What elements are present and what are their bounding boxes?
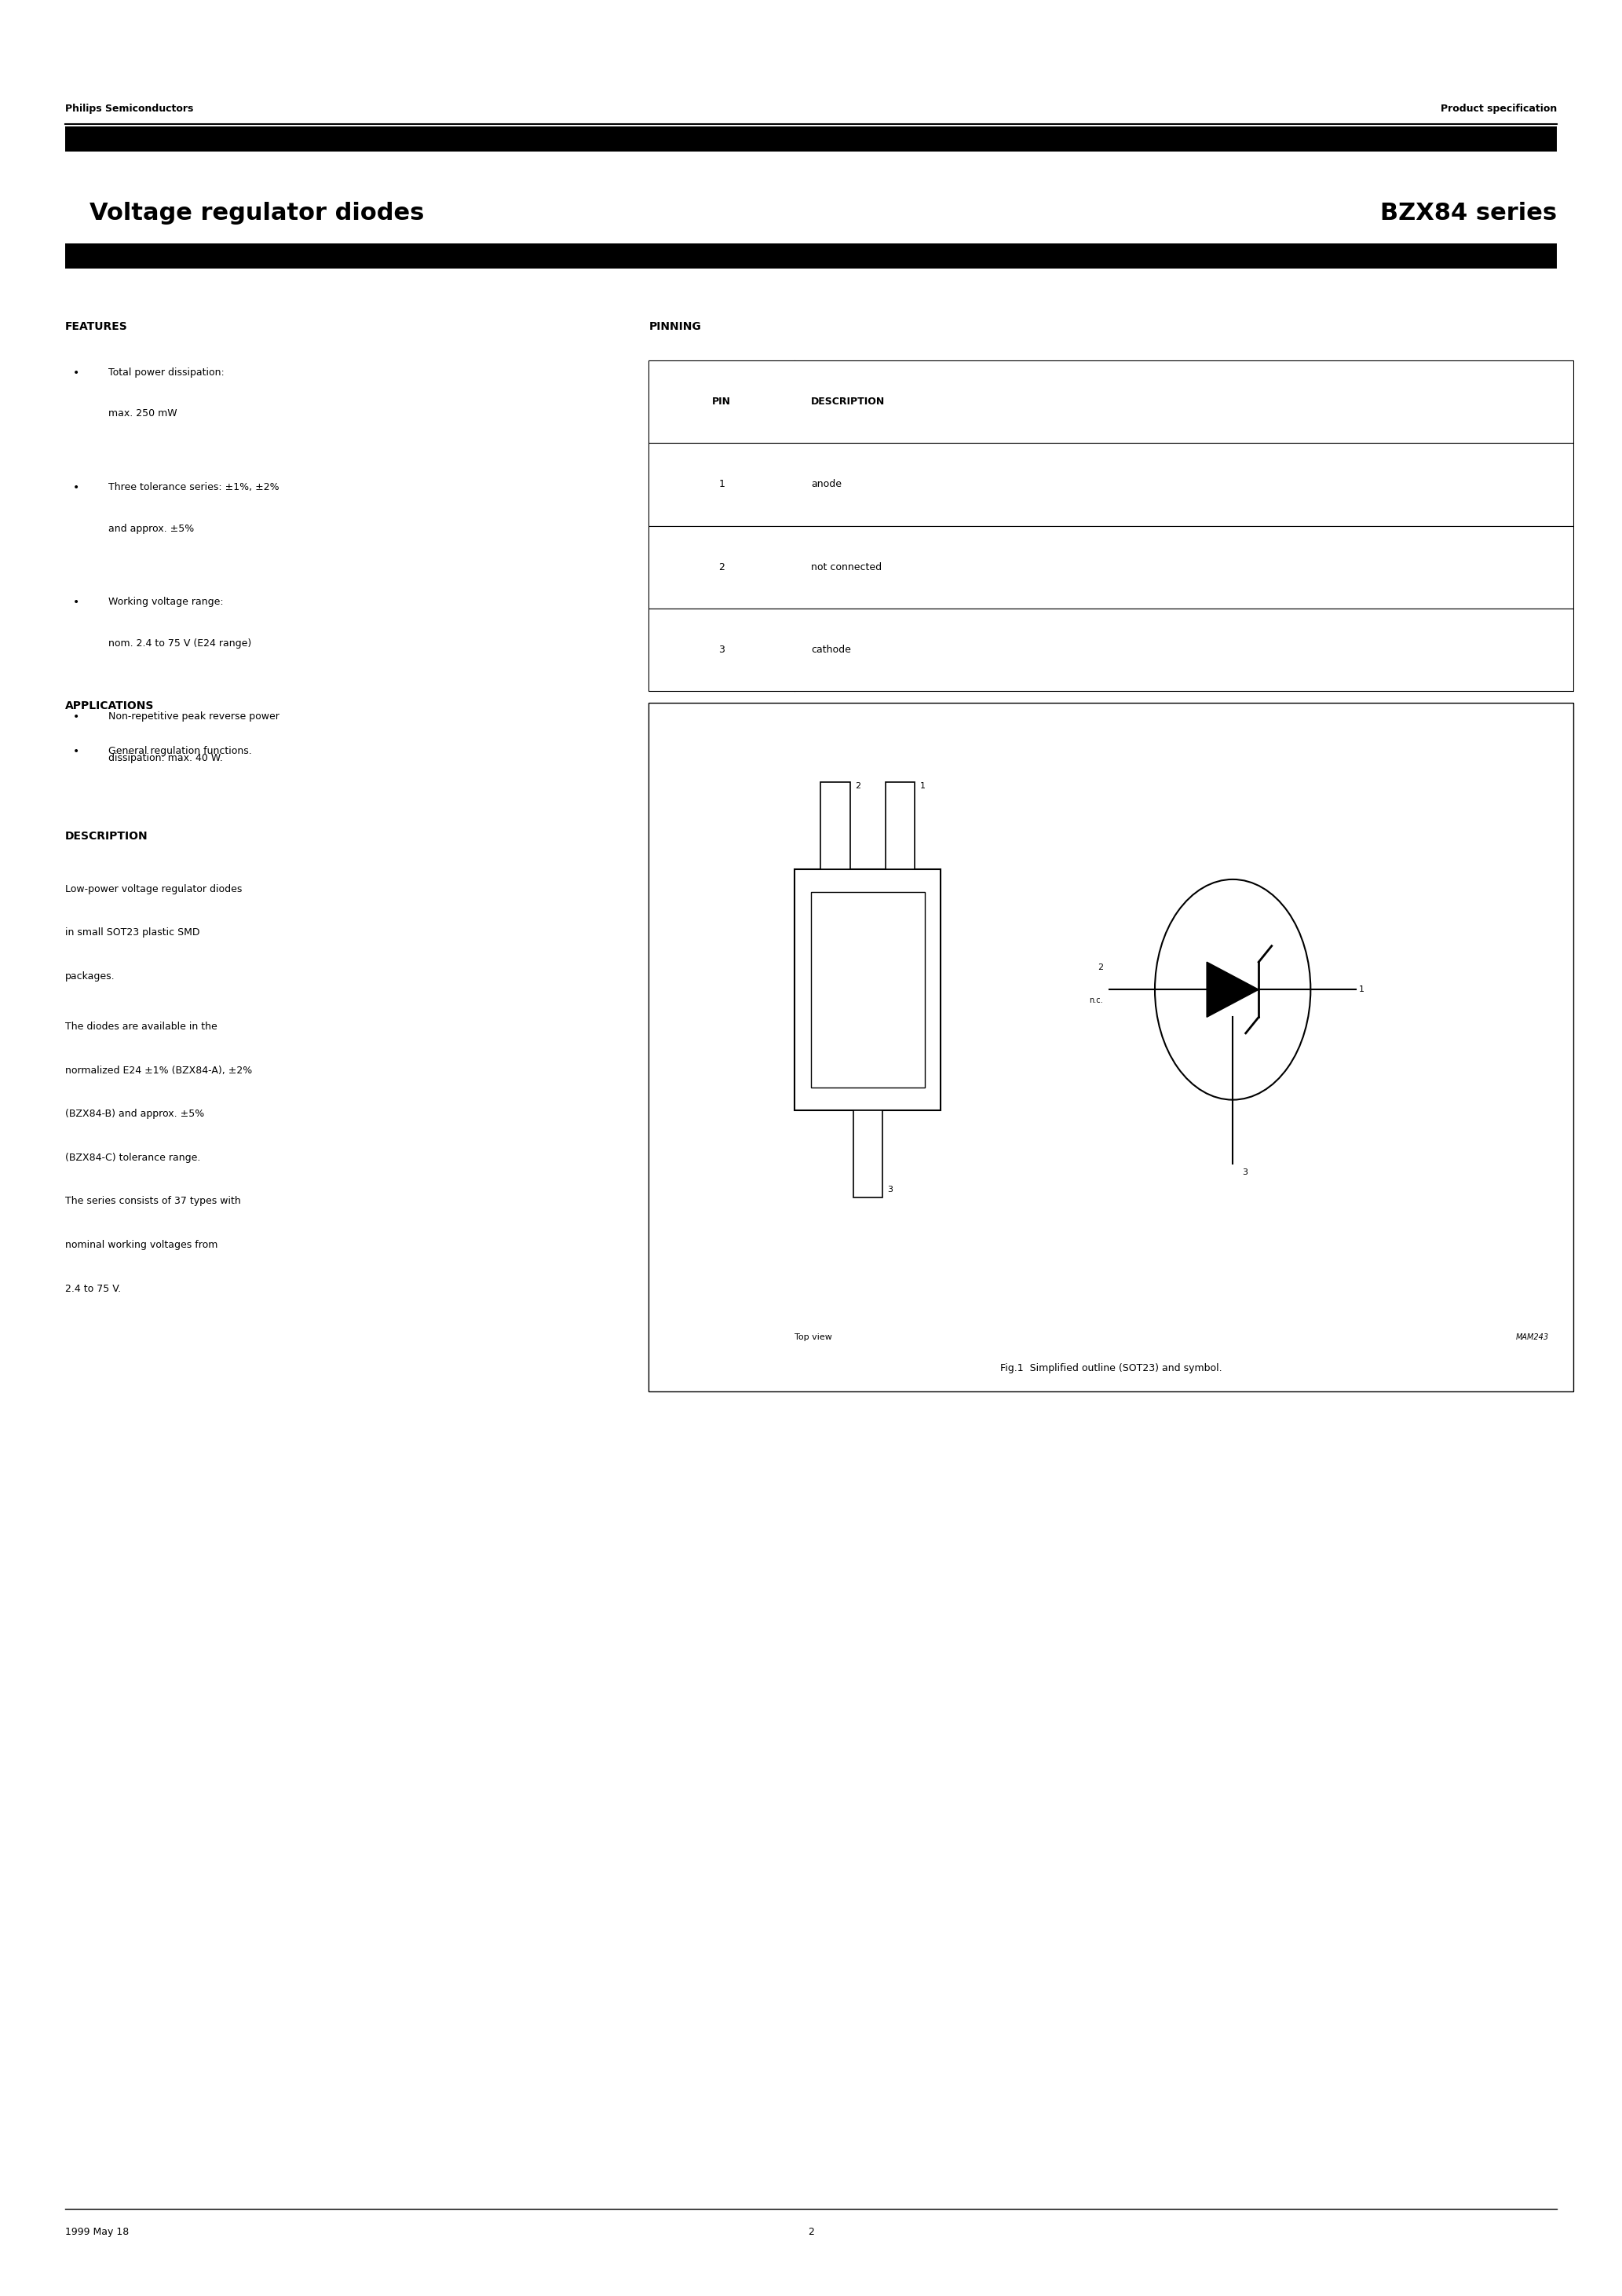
Text: n.c.: n.c. [1088,996,1103,1003]
Text: 1: 1 [1359,985,1364,994]
Bar [795,870,941,1111]
Text: Working voltage range:: Working voltage range: [109,597,224,606]
Bar [649,443,1573,526]
Text: 2: 2 [719,563,725,572]
Text: The series consists of 37 types with: The series consists of 37 types with [65,1196,240,1205]
Text: General regulation functions.: General regulation functions. [109,746,251,755]
Text: (BZX84-B) and approx. ±5%: (BZX84-B) and approx. ±5% [65,1109,204,1118]
Bar [853,1111,882,1199]
Text: 1: 1 [920,781,925,790]
Text: MAM243: MAM243 [1517,1334,1549,1341]
Text: •: • [73,597,79,608]
Text: normalized E24 ±1% (BZX84-A), ±2%: normalized E24 ±1% (BZX84-A), ±2% [65,1065,251,1075]
Bar [821,781,850,870]
Text: 2: 2 [855,781,860,790]
Polygon shape [1207,962,1259,1017]
Text: (BZX84-C) tolerance range.: (BZX84-C) tolerance range. [65,1153,200,1162]
Text: 2: 2 [808,2227,814,2236]
Text: 1: 1 [719,480,725,489]
Text: •: • [73,367,79,379]
Text: cathode: cathode [811,645,852,654]
Bar [649,526,1573,608]
Text: not connected: not connected [811,563,882,572]
Text: anode: anode [811,480,842,489]
Text: Product specification: Product specification [1440,103,1557,113]
Text: Low-power voltage regulator diodes: Low-power voltage regulator diodes [65,884,242,893]
Text: 1999 May 18: 1999 May 18 [65,2227,128,2236]
Text: nominal working voltages from: nominal working voltages from [65,1240,217,1249]
Text: 3: 3 [1242,1169,1247,1176]
Text: Fig.1  Simplified outline (SOT23) and symbol.: Fig.1 Simplified outline (SOT23) and sym… [1001,1364,1221,1373]
Text: Philips Semiconductors: Philips Semiconductors [65,103,193,113]
Text: APPLICATIONS: APPLICATIONS [65,700,154,712]
Text: FEATURES: FEATURES [65,321,128,333]
Bar [65,243,1557,269]
Text: •: • [73,712,79,723]
Text: in small SOT23 plastic SMD: in small SOT23 plastic SMD [65,928,200,937]
Text: Non-repetitive peak reverse power: Non-repetitive peak reverse power [109,712,279,721]
Text: PINNING: PINNING [649,321,701,333]
Text: nom. 2.4 to 75 V (E24 range): nom. 2.4 to 75 V (E24 range) [109,638,251,647]
Bar [649,360,1573,443]
Text: Top view: Top view [795,1334,832,1341]
Text: BZX84 series: BZX84 series [1380,202,1557,225]
Text: 2: 2 [1098,964,1103,971]
Text: 3: 3 [887,1185,892,1194]
Text: •: • [73,482,79,494]
Text: Voltage regulator diodes: Voltage regulator diodes [89,202,423,225]
Text: PIN: PIN [712,397,732,406]
Text: DESCRIPTION: DESCRIPTION [65,831,148,843]
Bar [65,126,1557,152]
Text: The diodes are available in the: The diodes are available in the [65,1022,217,1031]
Circle shape [1155,879,1311,1100]
Text: DESCRIPTION: DESCRIPTION [811,397,886,406]
Text: and approx. ±5%: and approx. ±5% [109,523,195,533]
Bar [886,781,915,870]
Text: max. 250 mW: max. 250 mW [109,409,177,418]
Bar [649,703,1573,1391]
Text: dissipation: max. 40 W.: dissipation: max. 40 W. [109,753,224,762]
Polygon shape [811,893,925,1088]
Text: packages.: packages. [65,971,115,980]
Text: •: • [73,746,79,758]
Text: Three tolerance series: ±1%, ±2%: Three tolerance series: ±1%, ±2% [109,482,279,491]
Bar [649,608,1573,691]
Text: 3: 3 [719,645,725,654]
Text: 2.4 to 75 V.: 2.4 to 75 V. [65,1283,120,1293]
Text: Total power dissipation:: Total power dissipation: [109,367,225,377]
